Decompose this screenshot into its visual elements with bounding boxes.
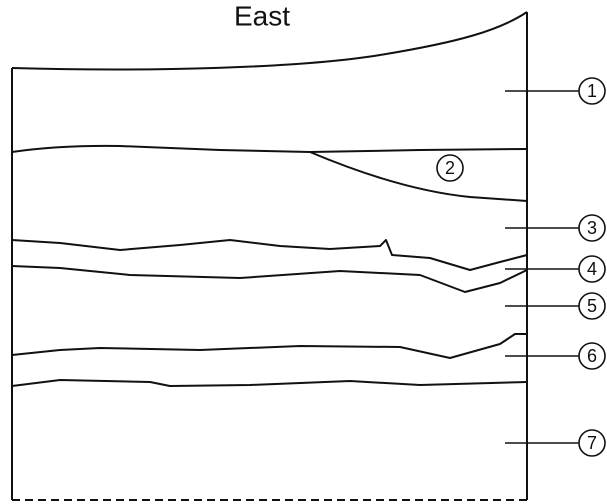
callout-label: 1 xyxy=(587,81,597,101)
lens-boundary xyxy=(309,151,528,202)
callout-label: 4 xyxy=(587,259,597,279)
callout-label: 2 xyxy=(445,158,455,178)
callout-circle xyxy=(578,342,606,370)
callout-label: 3 xyxy=(587,218,597,238)
callout-circle xyxy=(578,77,606,105)
surface xyxy=(11,11,528,71)
leaders xyxy=(505,90,579,444)
layer-boundary xyxy=(11,379,528,387)
layer-boundary xyxy=(11,239,528,271)
callout-label: 7 xyxy=(587,433,597,453)
callouts: 1 2 3 4 5 6 7 xyxy=(436,77,606,457)
callout-circle xyxy=(578,214,606,242)
callout-label: 6 xyxy=(587,346,597,366)
title: East xyxy=(234,1,290,32)
callout-circle xyxy=(436,154,464,182)
layer-boundary xyxy=(11,144,528,153)
layer-boundary xyxy=(11,265,528,293)
callout-circle xyxy=(578,255,606,283)
callout-circle xyxy=(578,429,606,457)
layer-boundary xyxy=(11,333,527,359)
callout-circle xyxy=(578,292,606,320)
callout-label: 5 xyxy=(587,296,597,316)
